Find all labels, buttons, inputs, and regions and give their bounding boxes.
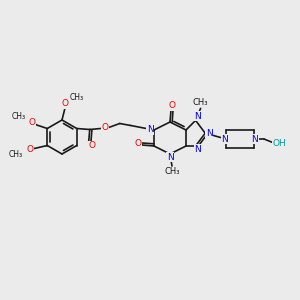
Text: O: O bbox=[88, 141, 95, 150]
Text: O: O bbox=[61, 100, 68, 109]
Text: O: O bbox=[134, 140, 142, 148]
Text: CH₃: CH₃ bbox=[164, 167, 180, 176]
Text: N: N bbox=[147, 125, 153, 134]
Text: O: O bbox=[29, 118, 36, 127]
Text: O: O bbox=[101, 123, 108, 132]
Text: N: N bbox=[167, 152, 173, 161]
Text: OH: OH bbox=[272, 140, 286, 148]
Text: CH₃: CH₃ bbox=[193, 98, 208, 107]
Text: N: N bbox=[194, 112, 201, 121]
Text: N: N bbox=[194, 145, 201, 154]
Text: CH₃: CH₃ bbox=[8, 150, 22, 159]
Text: CH₃: CH₃ bbox=[70, 94, 84, 103]
Text: N: N bbox=[252, 134, 258, 143]
Text: N: N bbox=[206, 129, 213, 138]
Text: O: O bbox=[27, 145, 34, 154]
Text: N: N bbox=[222, 134, 228, 143]
Text: CH₃: CH₃ bbox=[11, 112, 25, 121]
Text: O: O bbox=[169, 101, 176, 110]
